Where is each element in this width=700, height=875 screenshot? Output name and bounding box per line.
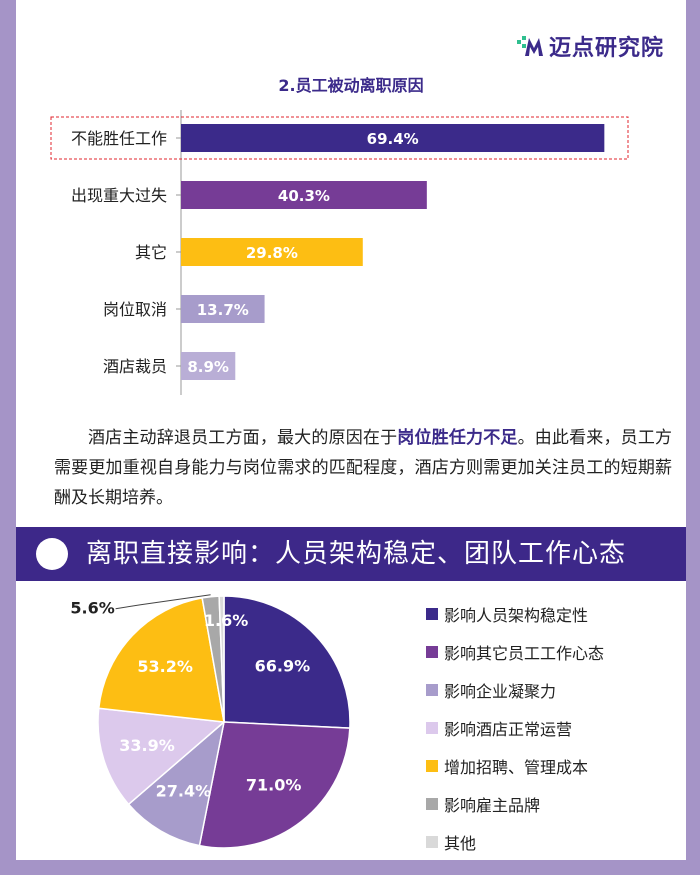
legend-swatch — [426, 646, 438, 658]
legend-item: 影响其它员工工作心态 — [426, 633, 604, 671]
bar-value-label: 13.7% — [197, 301, 249, 319]
summary-text-after: 。由此看来，员工方需要更加重视自身能力与岗位需求的匹配程度，酒店方则需更加关注员… — [54, 428, 673, 508]
pie-value-label: 33.9% — [119, 736, 175, 755]
pie-slice — [97, 707, 226, 806]
pie-value-label: 53.2% — [137, 657, 193, 676]
pie-value-label: 1.6% — [204, 611, 248, 630]
bar — [181, 238, 363, 266]
legend-item: 影响雇主品牌 — [426, 785, 604, 823]
pie-slice — [223, 595, 351, 729]
bar-value-label: 40.3% — [278, 187, 330, 205]
bar-value-label: 69.4% — [367, 130, 419, 148]
legend-item: 影响企业凝聚力 — [426, 671, 604, 709]
legend-label: 影响人员架构稳定性 — [444, 606, 589, 625]
pie-leader-line — [115, 594, 211, 610]
bar-chart: 不能胜任工作 69.4% 出现重大过失 40.3% 其它 29.8% 岗位取消 13.7% 酒店… — [50, 110, 629, 395]
logo-text: 迈点研究院 — [548, 36, 664, 61]
highlight-box — [50, 116, 629, 160]
legend-swatch — [426, 608, 438, 620]
pie-slice — [97, 597, 225, 723]
legend-swatch — [426, 760, 438, 772]
legend-swatch — [426, 722, 438, 734]
pie-chart: 66.9% 71.0% 27.4% 33.9% 53.2% 5.6% 1.6% — [70, 594, 351, 849]
legend-label: 增加招聘、管理成本 — [444, 758, 589, 777]
summary-text-before: 酒店主动辞退员工方面，最大的原因在于 — [88, 428, 398, 448]
logo-mark-icon — [516, 36, 543, 56]
legend-item: 影响人员架构稳定性 — [426, 595, 604, 633]
banner-circle-icon — [36, 538, 68, 570]
bar — [181, 352, 236, 380]
legend-label: 影响酒店正常运营 — [444, 720, 573, 739]
bar-category-label: 岗位取消 — [103, 300, 167, 319]
section-banner: 离职直接影响：人员架构稳定、团队工作心态 — [16, 527, 686, 581]
legend-label: 影响其它员工工作心态 — [444, 644, 605, 663]
bar — [181, 181, 427, 209]
pie-value-label: 27.4% — [156, 782, 212, 801]
bar-chart-title: 2.员工被动离职原因 — [278, 76, 424, 95]
bar-category-label: 酒店裁员 — [103, 357, 167, 376]
infographic-card: 迈点研究院 2.员工被动离职原因 不能胜任工作 69.4% 出现重大过失 40.3% 其… — [16, 0, 686, 860]
legend-item: 影响酒店正常运营 — [426, 709, 604, 747]
legend-swatch — [426, 684, 438, 696]
bar-category-label: 出现重大过失 — [71, 186, 167, 205]
legend-swatch — [426, 798, 438, 810]
bar-value-label: 29.8% — [246, 244, 298, 262]
summary-paragraph: 酒店主动辞退员工方面，最大的原因在于岗位胜任力不足。由此看来，员工方需要更加重视… — [54, 423, 672, 513]
pie-slice — [218, 595, 225, 723]
legend-item: 其他 — [426, 823, 604, 861]
legend-label: 其他 — [444, 834, 477, 853]
banner-title: 离职直接影响：人员架构稳定、团队工作心态 — [86, 539, 627, 569]
bar — [181, 295, 265, 323]
pie-value-label: 66.9% — [255, 656, 311, 675]
summary-text-bold: 岗位胜任力不足 — [397, 428, 518, 448]
pie-legend: 影响人员架构稳定性 影响其它员工工作心态 影响企业凝聚力 影响酒店正常运营 增加招聘、管… — [426, 595, 604, 861]
pie-slice — [198, 721, 351, 849]
pie-value-label: 5.6% — [70, 599, 114, 618]
bar-category-label: 不能胜任工作 — [71, 129, 167, 148]
bar-category-label: 其它 — [135, 243, 167, 262]
legend-swatch — [426, 836, 438, 848]
pie-value-label: 71.0% — [246, 776, 302, 795]
legend-label: 影响雇主品牌 — [444, 796, 541, 815]
legend-label: 影响企业凝聚力 — [444, 682, 557, 701]
pie-slice — [127, 720, 226, 847]
bar-value-label: 8.9% — [187, 358, 229, 376]
legend-item: 增加招聘、管理成本 — [426, 747, 604, 785]
bar — [181, 124, 605, 152]
logo: 迈点研究院 — [516, 30, 664, 62]
